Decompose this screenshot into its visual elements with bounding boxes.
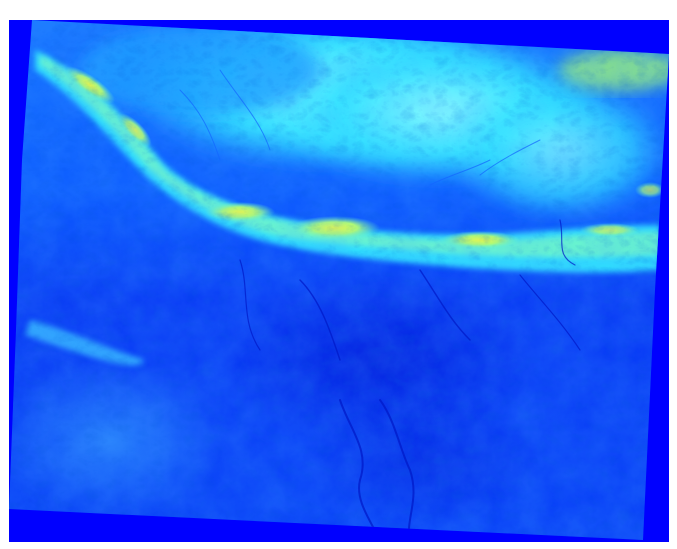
elevation-map xyxy=(9,20,669,542)
elevation-raster xyxy=(9,20,669,540)
